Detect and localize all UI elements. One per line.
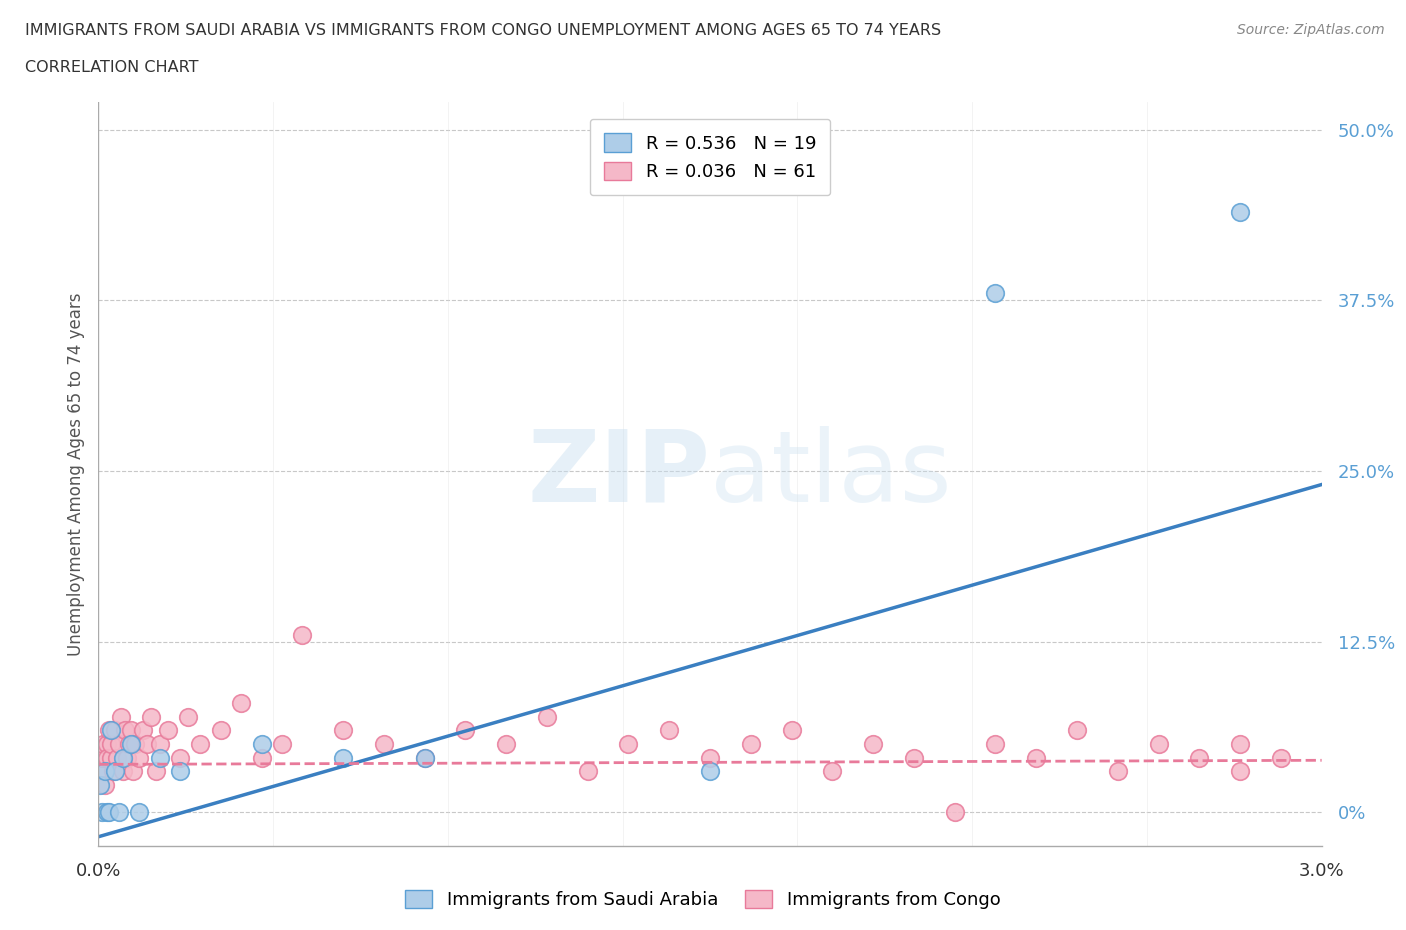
Point bbox=[332, 723, 354, 737]
Point bbox=[780, 723, 803, 737]
Point bbox=[821, 764, 844, 778]
Point bbox=[120, 737, 142, 751]
Point bbox=[169, 751, 191, 765]
Point bbox=[100, 737, 122, 751]
Text: ZIP: ZIP bbox=[527, 426, 710, 523]
Point bbox=[1147, 737, 1170, 751]
Point bbox=[1270, 751, 1292, 765]
Point bbox=[658, 723, 681, 737]
Point bbox=[91, 804, 114, 819]
Point bbox=[270, 737, 292, 751]
Point bbox=[97, 723, 120, 737]
Point bbox=[108, 737, 131, 751]
Point bbox=[96, 804, 118, 819]
Point bbox=[141, 710, 163, 724]
Point bbox=[111, 764, 134, 778]
Point bbox=[91, 737, 114, 751]
Text: CORRELATION CHART: CORRELATION CHART bbox=[25, 60, 198, 75]
Point bbox=[118, 737, 141, 751]
Point bbox=[250, 737, 273, 751]
Point bbox=[100, 723, 122, 737]
Point bbox=[89, 764, 111, 778]
Point bbox=[1188, 751, 1211, 765]
Point bbox=[101, 764, 124, 778]
Point bbox=[1107, 764, 1129, 778]
Point bbox=[373, 737, 395, 751]
Point bbox=[110, 710, 132, 724]
Text: atlas: atlas bbox=[710, 426, 952, 523]
Point bbox=[93, 764, 115, 778]
Point bbox=[89, 777, 111, 792]
Point bbox=[96, 751, 118, 765]
Point bbox=[156, 723, 179, 737]
Point bbox=[104, 723, 127, 737]
Y-axis label: Unemployment Among Ages 65 to 74 years: Unemployment Among Ages 65 to 74 years bbox=[66, 293, 84, 656]
Text: IMMIGRANTS FROM SAUDI ARABIA VS IMMIGRANTS FROM CONGO UNEMPLOYMENT AMONG AGES 65: IMMIGRANTS FROM SAUDI ARABIA VS IMMIGRAN… bbox=[25, 23, 942, 38]
Point bbox=[209, 723, 232, 737]
Point bbox=[699, 751, 721, 765]
Point bbox=[115, 751, 138, 765]
Point bbox=[120, 723, 142, 737]
Point bbox=[188, 737, 212, 751]
Point bbox=[100, 751, 122, 765]
Point bbox=[250, 751, 273, 765]
Point bbox=[122, 764, 145, 778]
Point bbox=[495, 737, 517, 751]
Point bbox=[149, 751, 172, 765]
Legend: R = 0.536   N = 19, R = 0.036   N = 61: R = 0.536 N = 19, R = 0.036 N = 61 bbox=[589, 119, 831, 195]
Point bbox=[1066, 723, 1088, 737]
Point bbox=[740, 737, 762, 751]
Point bbox=[105, 751, 128, 765]
Point bbox=[128, 804, 150, 819]
Point bbox=[93, 777, 115, 792]
Point bbox=[111, 751, 134, 765]
Point bbox=[108, 804, 131, 819]
Point bbox=[699, 764, 721, 778]
Point bbox=[97, 804, 120, 819]
Point bbox=[1025, 751, 1047, 765]
Point bbox=[231, 696, 253, 711]
Point bbox=[149, 737, 172, 751]
Point bbox=[1229, 204, 1251, 219]
Point bbox=[145, 764, 167, 778]
Point bbox=[177, 710, 200, 724]
Point bbox=[291, 627, 314, 642]
Legend: Immigrants from Saudi Arabia, Immigrants from Congo: Immigrants from Saudi Arabia, Immigrants… bbox=[398, 883, 1008, 916]
Point bbox=[413, 751, 436, 765]
Point bbox=[104, 764, 127, 778]
Point bbox=[124, 737, 146, 751]
Point bbox=[576, 764, 599, 778]
Point bbox=[332, 751, 354, 765]
Point bbox=[984, 286, 1007, 301]
Point bbox=[128, 751, 150, 765]
Point bbox=[454, 723, 477, 737]
Point bbox=[136, 737, 159, 751]
Point bbox=[413, 751, 436, 765]
Point bbox=[943, 804, 966, 819]
Text: Source: ZipAtlas.com: Source: ZipAtlas.com bbox=[1237, 23, 1385, 37]
Point bbox=[1229, 737, 1251, 751]
Point bbox=[169, 764, 191, 778]
Point bbox=[114, 723, 136, 737]
Point bbox=[617, 737, 640, 751]
Point bbox=[903, 751, 925, 765]
Point bbox=[984, 737, 1007, 751]
Point bbox=[91, 751, 114, 765]
Point bbox=[96, 737, 118, 751]
Point bbox=[862, 737, 884, 751]
Point bbox=[132, 723, 155, 737]
Point bbox=[536, 710, 558, 724]
Point bbox=[1229, 764, 1251, 778]
